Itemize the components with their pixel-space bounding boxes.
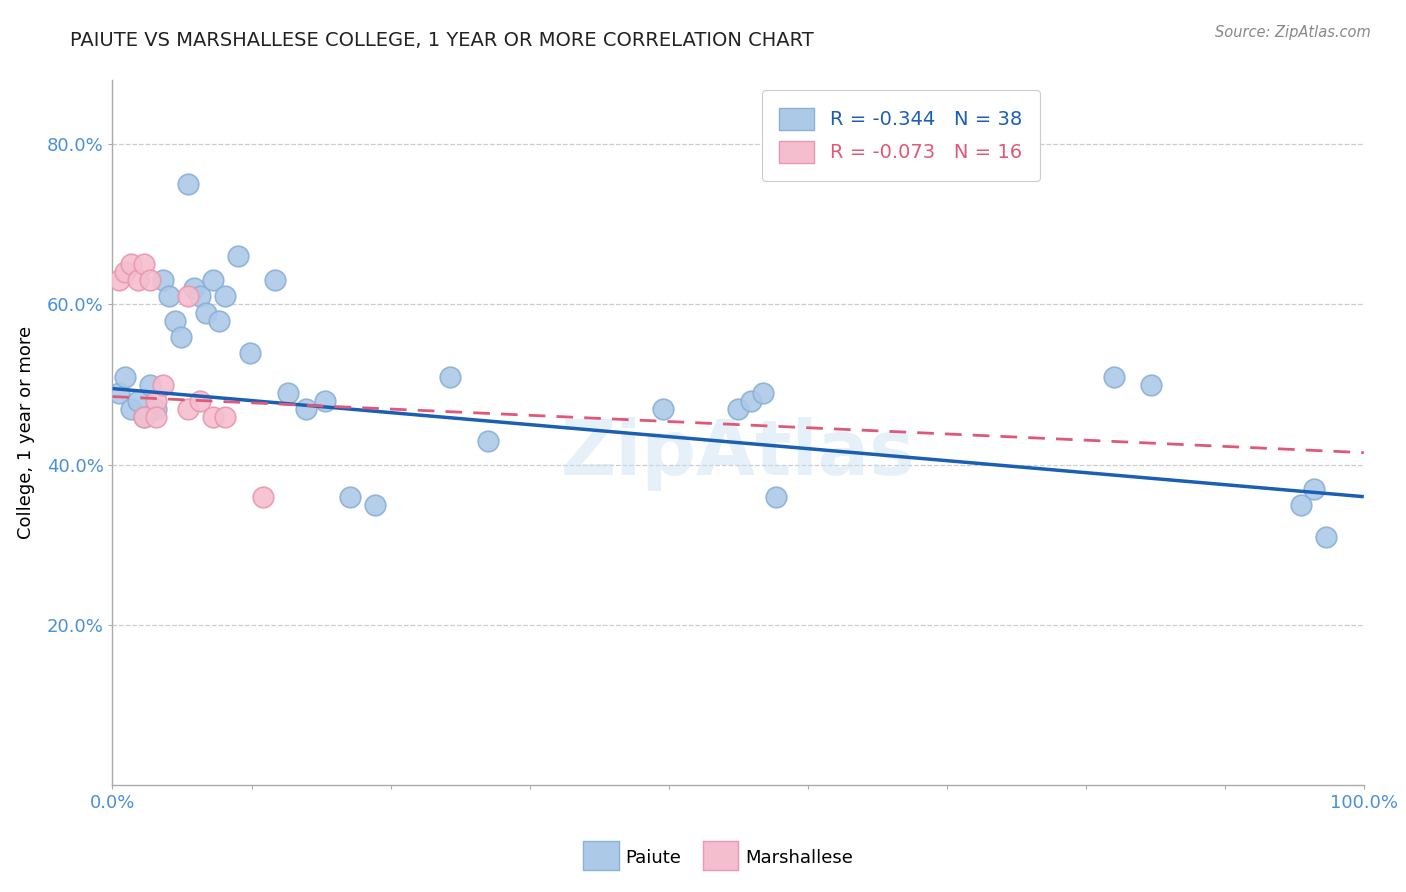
Point bbox=[752, 385, 775, 400]
Point bbox=[364, 498, 387, 512]
Point bbox=[120, 257, 142, 271]
Point bbox=[157, 289, 180, 303]
Point bbox=[107, 273, 129, 287]
Point bbox=[277, 385, 299, 400]
Point bbox=[120, 401, 142, 416]
Point bbox=[145, 409, 167, 424]
Point bbox=[439, 369, 461, 384]
Point bbox=[201, 273, 224, 287]
Point bbox=[127, 273, 149, 287]
Point bbox=[132, 409, 155, 424]
Point bbox=[195, 305, 218, 319]
Point bbox=[127, 393, 149, 408]
Point bbox=[252, 490, 274, 504]
Y-axis label: College, 1 year or more: College, 1 year or more bbox=[17, 326, 35, 539]
Point bbox=[1102, 369, 1125, 384]
Point bbox=[201, 409, 224, 424]
Point bbox=[727, 401, 749, 416]
Text: Paiute: Paiute bbox=[626, 849, 682, 867]
Point bbox=[132, 257, 155, 271]
Point bbox=[1140, 377, 1163, 392]
Point bbox=[239, 345, 262, 359]
Point bbox=[145, 393, 167, 408]
Point bbox=[214, 409, 236, 424]
Point bbox=[1291, 498, 1313, 512]
Point bbox=[295, 401, 318, 416]
Text: Marshallese: Marshallese bbox=[745, 849, 853, 867]
Point bbox=[226, 249, 249, 264]
Point bbox=[765, 490, 787, 504]
Point bbox=[208, 313, 231, 327]
Point bbox=[145, 401, 167, 416]
Point bbox=[477, 434, 499, 448]
Point bbox=[740, 393, 762, 408]
Point bbox=[132, 409, 155, 424]
Point bbox=[264, 273, 287, 287]
Point bbox=[339, 490, 361, 504]
Point bbox=[139, 273, 162, 287]
Point bbox=[652, 401, 675, 416]
Point bbox=[314, 393, 336, 408]
Point bbox=[114, 265, 136, 279]
Point bbox=[188, 289, 211, 303]
Point bbox=[139, 377, 162, 392]
Legend: R = -0.344   N = 38, R = -0.073   N = 16: R = -0.344 N = 38, R = -0.073 N = 16 bbox=[762, 90, 1039, 180]
Text: ZipAtlas: ZipAtlas bbox=[561, 417, 915, 491]
Point bbox=[176, 401, 198, 416]
Point bbox=[170, 329, 193, 343]
Point bbox=[152, 377, 174, 392]
Point bbox=[176, 178, 198, 192]
Point bbox=[163, 313, 186, 327]
Point bbox=[176, 289, 198, 303]
Point bbox=[214, 289, 236, 303]
Point bbox=[107, 385, 129, 400]
Text: PAIUTE VS MARSHALLESE COLLEGE, 1 YEAR OR MORE CORRELATION CHART: PAIUTE VS MARSHALLESE COLLEGE, 1 YEAR OR… bbox=[70, 31, 814, 50]
Point bbox=[183, 281, 205, 295]
Point bbox=[1302, 482, 1324, 496]
Point bbox=[188, 393, 211, 408]
Point bbox=[114, 369, 136, 384]
Point bbox=[1315, 530, 1337, 544]
Text: Source: ZipAtlas.com: Source: ZipAtlas.com bbox=[1215, 25, 1371, 40]
Point bbox=[152, 273, 174, 287]
